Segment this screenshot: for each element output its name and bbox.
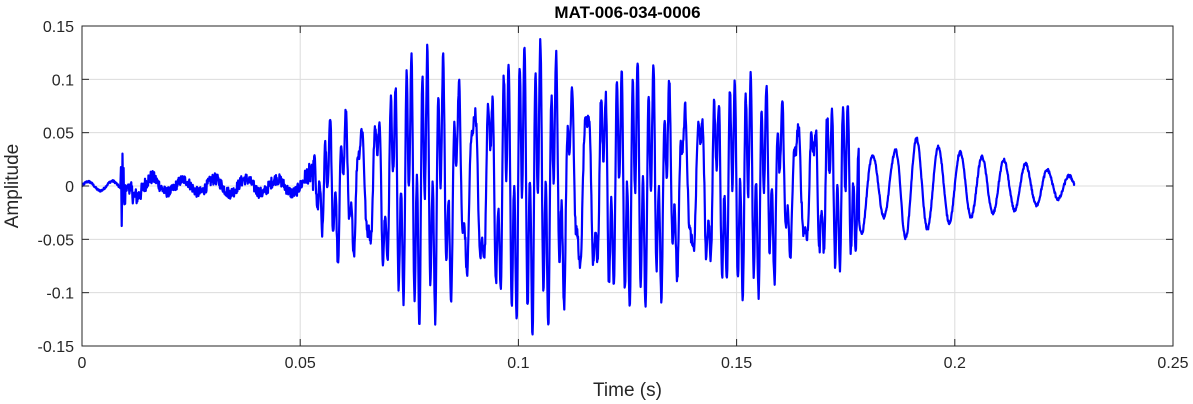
x-tick-label: 0.1: [507, 355, 529, 372]
x-tick-label: 0.15: [721, 355, 752, 372]
y-tick-label: 0.15: [43, 19, 74, 36]
y-tick-label: -0.05: [38, 232, 75, 249]
y-tick-label: -0.1: [46, 286, 74, 303]
x-tick-label: 0.2: [944, 355, 966, 372]
y-tick-label: 0: [65, 179, 74, 196]
y-tick-label: 0.1: [52, 72, 74, 89]
y-tick-label: 0.05: [43, 126, 74, 143]
waveform-trace: [81, 38, 1076, 336]
x-tick-label: 0: [78, 355, 87, 372]
y-tick-label: -0.15: [38, 339, 75, 356]
axis-ticks: 0 0.05 0.1 0.15 0.2 0.25 -0.15 -0.1 -0.05 0 0.05 0.…: [38, 19, 1189, 372]
x-axis-label: Time (s): [593, 380, 662, 401]
chart-title: MAT-006-034-0006: [554, 3, 700, 22]
x-tick-label: 0.05: [285, 355, 316, 372]
x-tick-label: 0.25: [1157, 355, 1188, 372]
y-axis-label: Amplitude: [2, 144, 23, 229]
